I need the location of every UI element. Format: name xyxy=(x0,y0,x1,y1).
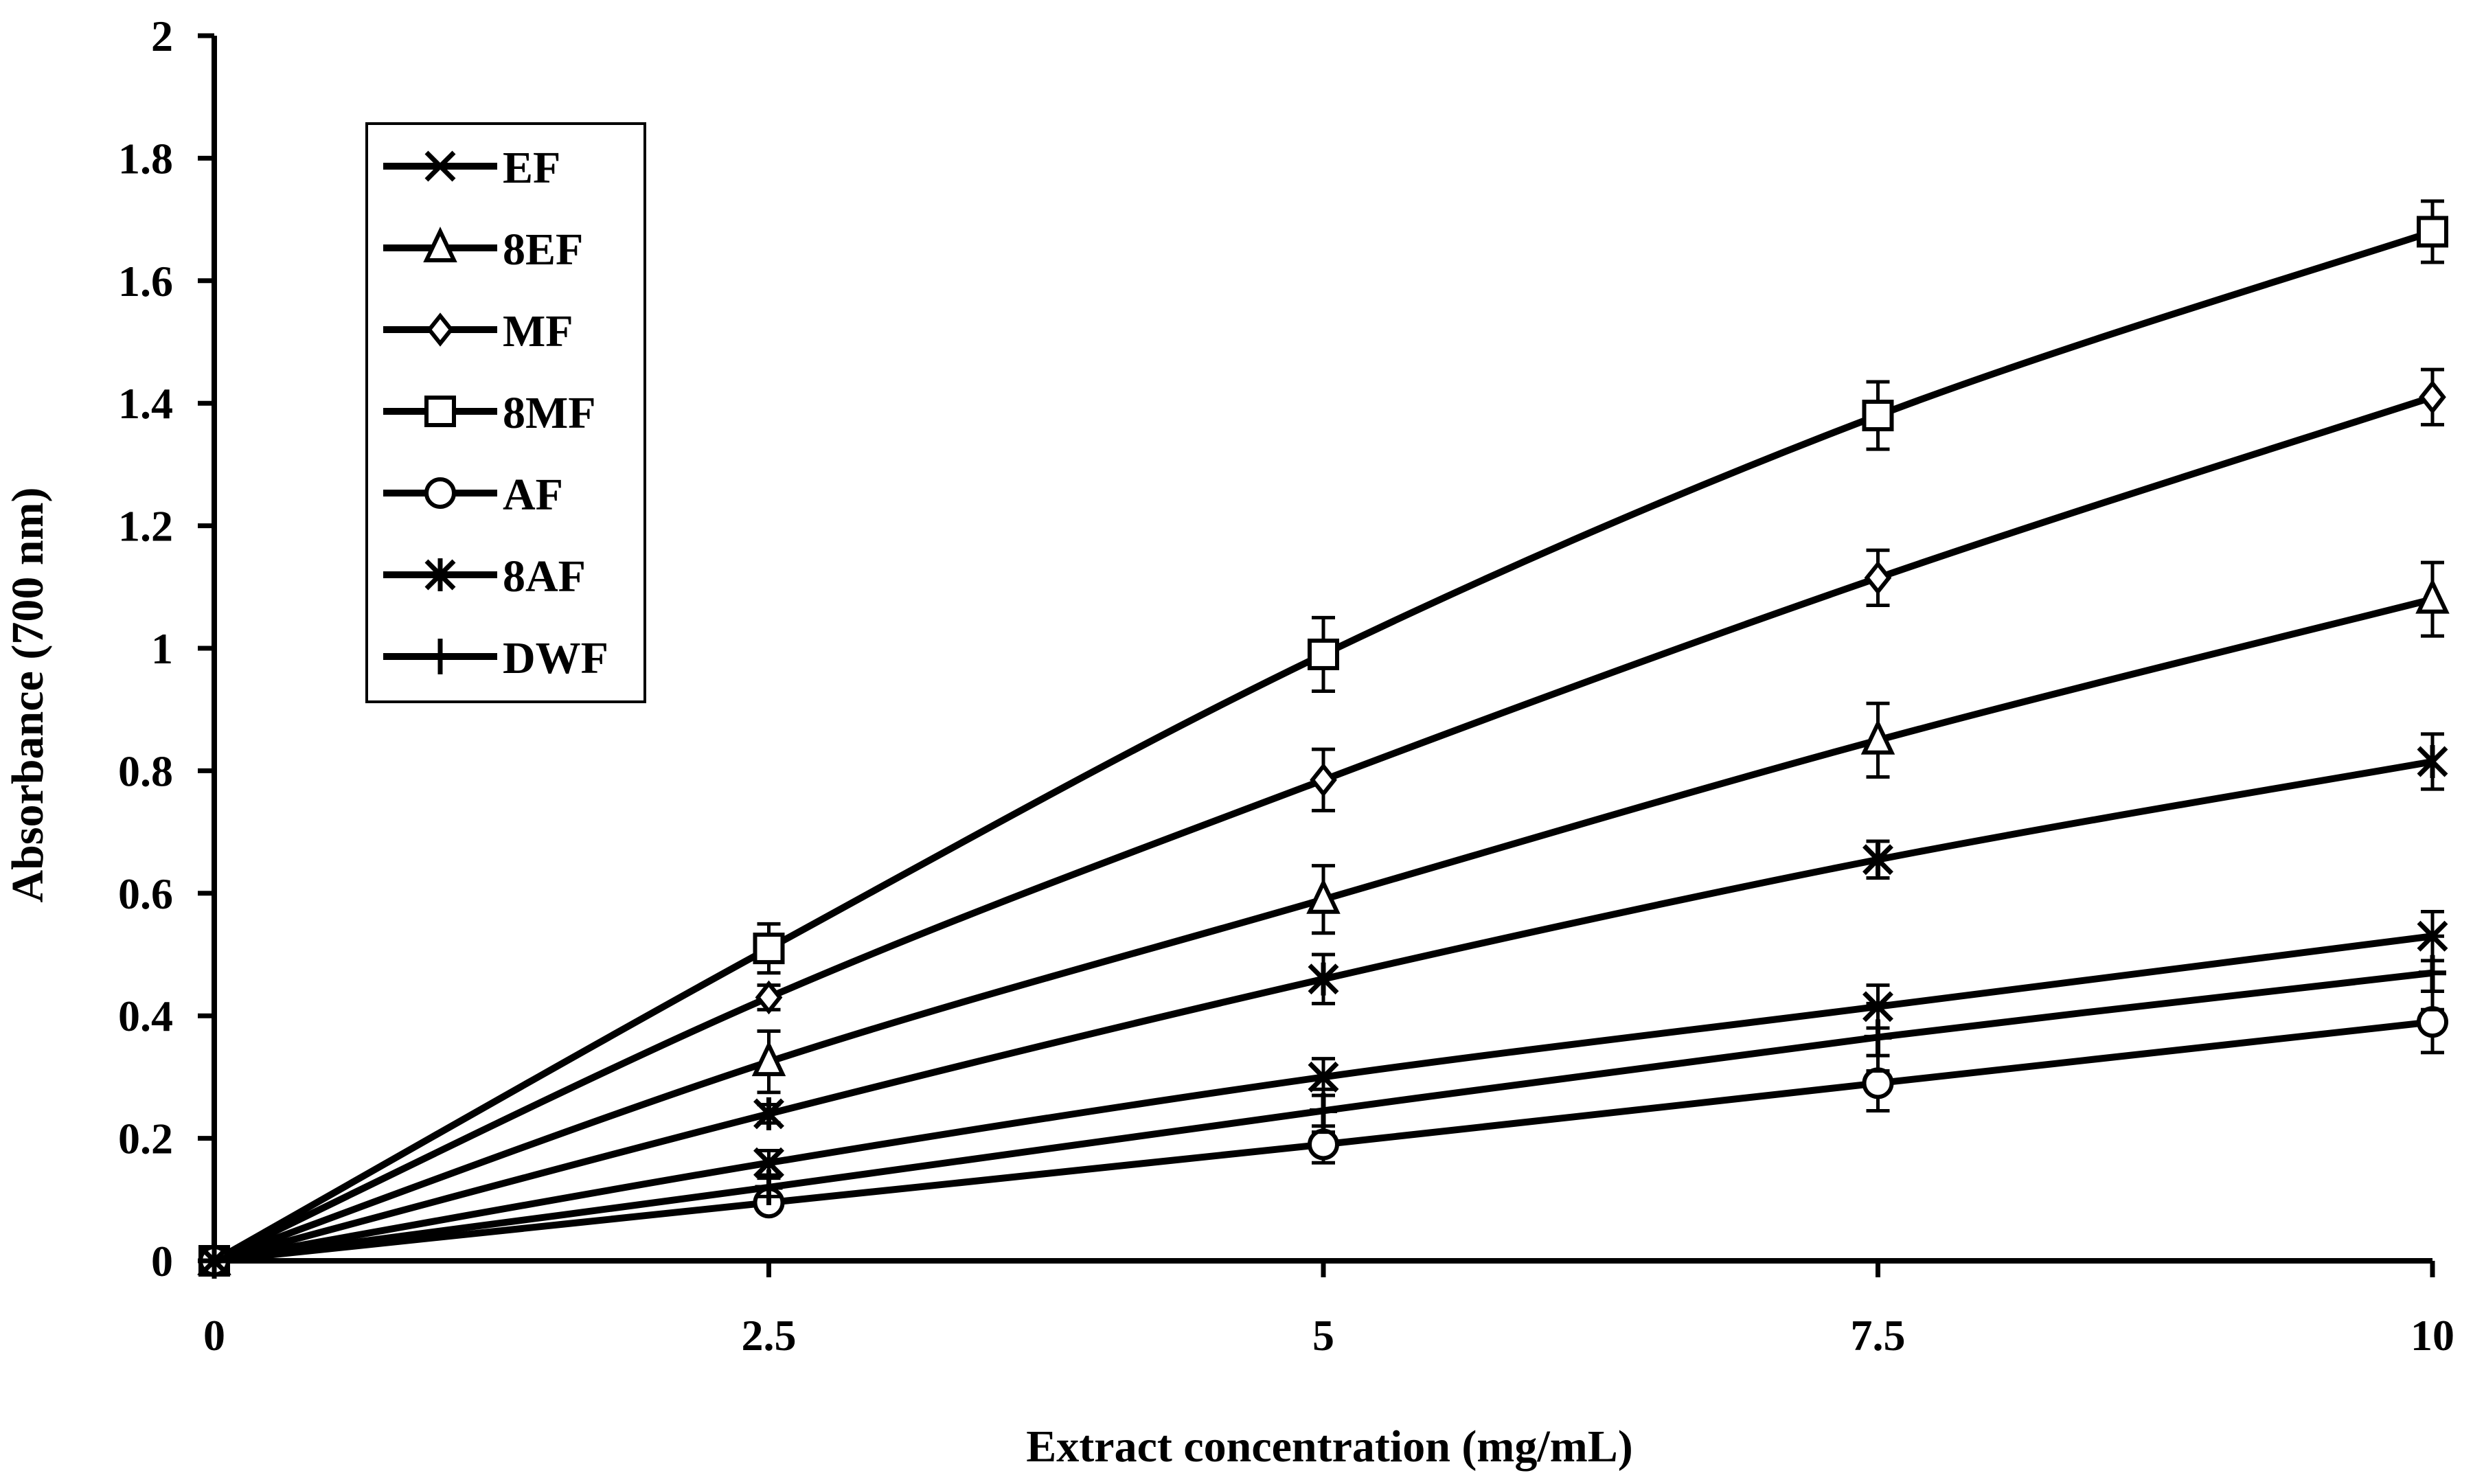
legend: EF 8EF MF 8MF AF 8AF DWF xyxy=(365,122,646,703)
series-dwf xyxy=(201,934,2446,1279)
legend-marker-dwf xyxy=(426,639,454,674)
y-tick-label: 0 xyxy=(151,1237,173,1286)
data-point-8af xyxy=(753,1097,784,1130)
data-point-8af xyxy=(1308,962,1339,996)
series-group xyxy=(197,199,2450,1279)
x-tick-label: 5 xyxy=(1312,1311,1334,1360)
legend-item-dwf: DWF xyxy=(383,633,608,683)
legend-label: DWF xyxy=(503,633,608,683)
series-8mf xyxy=(198,199,2448,1277)
data-point-8af xyxy=(1862,843,1893,876)
series-mf xyxy=(201,367,2446,1278)
data-point-af xyxy=(2417,1006,2448,1038)
series-8ef xyxy=(197,560,2450,1275)
legend-marker-8af xyxy=(424,558,456,591)
y-tick-label: 1.4 xyxy=(118,379,173,428)
data-point-mf xyxy=(1864,560,1892,595)
data-point-ef xyxy=(1308,1061,1339,1093)
data-point-dwf xyxy=(755,1169,783,1205)
legend-item-af: AF xyxy=(383,470,563,520)
y-tick-label: 1.2 xyxy=(118,502,173,551)
y-tick-label: 0.8 xyxy=(118,746,173,795)
data-point-ef xyxy=(753,1147,784,1178)
legend-label: 8AF xyxy=(503,551,586,602)
legend-item-8ef: 8EF xyxy=(383,225,583,275)
legend-marker-8ef xyxy=(423,227,457,262)
legend-marker-mf xyxy=(426,312,454,347)
y-tick-label: 0.6 xyxy=(118,869,173,918)
data-point-mf xyxy=(2419,380,2446,415)
legend-marker-8mf xyxy=(424,396,456,427)
data-point-8mf xyxy=(2417,216,2448,248)
data-point-8mf xyxy=(1862,400,1894,432)
legend-item-8mf: 8MF xyxy=(383,388,596,438)
tick-labels: 0 0.2 0.4 0.6 0.8 1 1.2 1.4 1.6 1.8 2 0 2.5 5 7.5 10 xyxy=(118,12,2454,1360)
legend-marker-af xyxy=(424,477,456,509)
x-tick-label: 7.5 xyxy=(1851,1311,1906,1360)
y-tick-label: 0.4 xyxy=(118,992,173,1040)
data-point-af xyxy=(1862,1067,1894,1099)
data-point-dwf xyxy=(1310,1093,1337,1129)
x-axis-title: Extract concentration (mg/mL) xyxy=(1026,1422,1632,1472)
axes xyxy=(198,33,2435,1277)
legend-label: AF xyxy=(503,470,563,520)
y-tick-label: 1 xyxy=(151,624,173,673)
legend-marker-ef xyxy=(424,150,456,182)
data-point-dwf xyxy=(201,1243,228,1279)
legend-box xyxy=(365,122,646,703)
data-point-8ef xyxy=(751,1040,786,1077)
y-tick-label: 0.2 xyxy=(118,1115,173,1163)
legend-label: MF xyxy=(503,306,573,356)
legend-label: 8EF xyxy=(503,225,583,275)
y-axis-title: Absorbance (700 nm) xyxy=(3,488,53,903)
x-tick-label: 2.5 xyxy=(742,1311,797,1360)
data-point-dwf xyxy=(1864,1019,1892,1055)
series-8af xyxy=(198,732,2448,1277)
y-tick-label: 1.8 xyxy=(118,134,173,183)
legend-label: EF xyxy=(503,143,560,193)
data-point-mf xyxy=(755,980,783,1015)
data-point-dwf xyxy=(2419,955,2446,991)
data-point-mf xyxy=(1310,762,1337,797)
legend-label: 8MF xyxy=(503,388,596,438)
data-point-af xyxy=(1308,1128,1339,1161)
data-point-8af xyxy=(2417,745,2448,779)
x-tick-label: 10 xyxy=(2411,1311,2454,1360)
legend-item-mf: MF xyxy=(383,306,573,356)
y-tick-label: 2 xyxy=(151,12,173,60)
data-point-8mf xyxy=(753,933,785,965)
data-point-8ef xyxy=(1860,718,1895,755)
data-point-8ef xyxy=(1306,878,1341,914)
data-point-8ef xyxy=(2415,578,2450,614)
y-tick-label: 1.6 xyxy=(118,257,173,306)
legend-item-8af: 8AF xyxy=(383,551,586,602)
legend-item-ef: EF xyxy=(383,143,560,193)
x-tick-label: 0 xyxy=(203,1311,225,1360)
data-point-8mf xyxy=(1308,638,1339,670)
